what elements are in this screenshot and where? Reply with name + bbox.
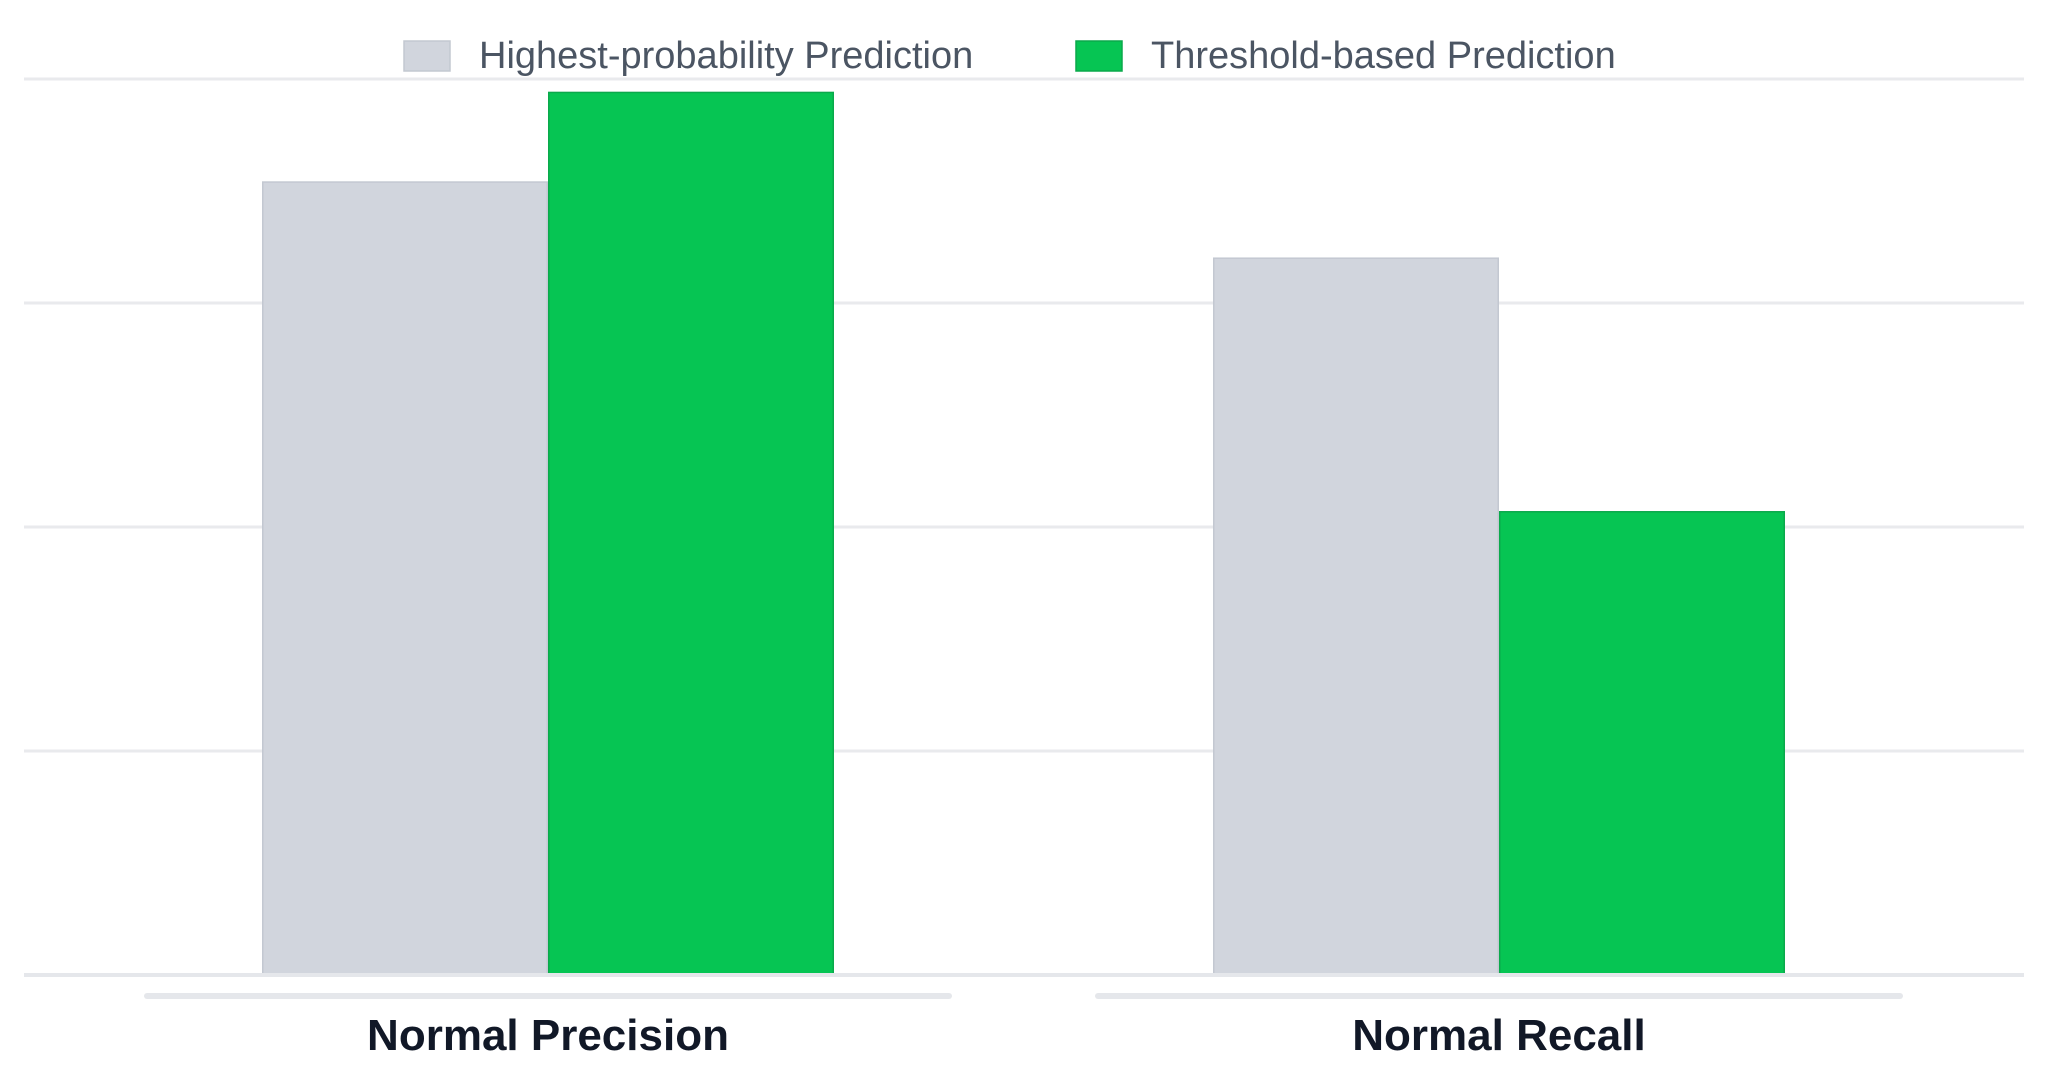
legend-item: Threshold-based Prediction <box>1075 35 1616 77</box>
bar-threshold-based-normal-precision <box>548 91 834 976</box>
bar-threshold-based-normal-recall <box>1499 511 1785 976</box>
bar-highest-probability-normal-recall <box>1213 257 1499 976</box>
legend-item: Highest-probability Prediction <box>403 35 973 77</box>
legend-label: Highest-probability Prediction <box>479 35 973 77</box>
legend: Highest-probability Prediction Threshold-… <box>403 35 1616 77</box>
legend-swatch <box>1075 40 1123 72</box>
legend-label: Threshold-based Prediction <box>1151 35 1616 77</box>
x-tick-label: Normal Precision <box>367 1011 729 1060</box>
category-labels: Normal Precision Normal Recall <box>367 1011 1646 1060</box>
bar-highest-probability-normal-precision <box>262 181 548 976</box>
legend-swatch <box>403 40 451 72</box>
bars <box>262 91 1785 976</box>
x-tick-label: Normal Recall <box>1352 1011 1645 1060</box>
